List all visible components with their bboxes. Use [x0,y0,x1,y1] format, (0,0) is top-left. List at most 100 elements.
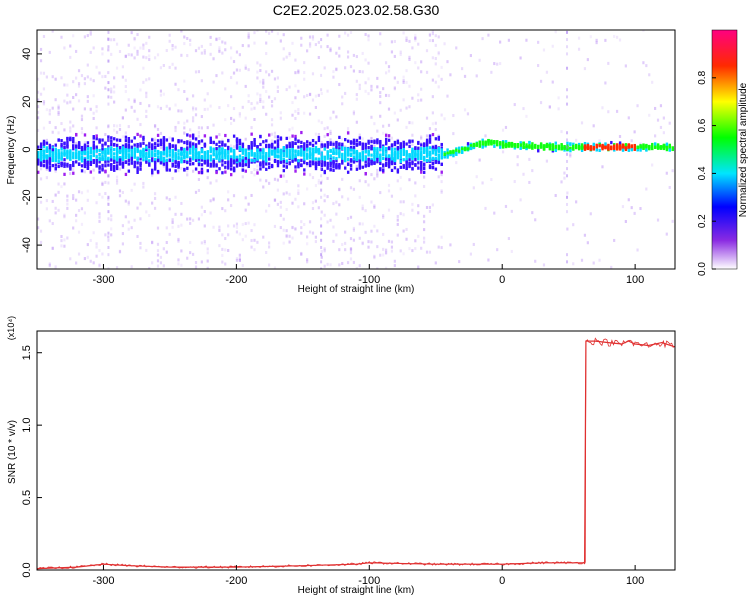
heatmap-cell [180,30,183,33]
heatmap-cell [422,184,426,188]
heatmap-cell [411,121,414,125]
heatmap-cell [268,145,271,149]
heatmap-cell [431,149,435,153]
snr-y-axis-label: SNR (10 * v/v) [7,420,18,484]
heatmap-streak-cell [566,131,569,135]
heatmap-cell [247,151,250,155]
heatmap-cell [253,173,256,177]
heatmap-cell [355,167,359,171]
heatmap-cell [124,139,128,143]
heatmap-cell [306,161,309,166]
heatmap-cell [48,50,51,54]
heatmap-cell [341,142,344,146]
heatmap-cell [361,207,364,211]
heatmap-cell [244,153,248,157]
heatmap-cell [379,154,382,158]
heatmap-cell [440,190,443,194]
heatmap-cell [434,148,438,152]
heatmap-cell [308,42,312,46]
heatmap-streak-cell [566,52,569,56]
heatmap-cell [127,169,131,173]
heatmap-cell [148,148,151,153]
heatmap-cell [127,155,131,159]
heatmap-cell [311,37,315,41]
heatmap-cell [326,166,329,170]
heatmap-cell [387,65,391,69]
heatmap-cell [308,35,312,39]
heatmap-cell [142,137,145,141]
heatmap-cell [186,54,189,58]
heatmap-cell [370,115,373,119]
heatmap-cell [402,158,405,162]
heatmap-cell [338,83,341,87]
heatmap-cell [113,128,116,132]
heatmap-cell [95,65,98,69]
heatmap-cell [113,168,116,172]
heatmap-cell [168,168,171,172]
heatmap-cell [306,140,309,144]
heatmap-cell [183,156,186,160]
heatmap-cell [390,240,394,244]
heatmap-cell [408,178,411,182]
heatmap-cell [77,230,81,234]
heatmap-cell [189,158,192,162]
heatmap-cell [186,142,189,146]
heatmap-cell [229,173,233,177]
heatmap-cell [288,155,291,160]
colorbar-tick-label: 0.8 [697,70,708,84]
heatmap-cell [197,163,201,167]
heatmap-cell [323,127,326,131]
heatmap-cell [241,163,245,168]
heatmap-cell [227,154,230,158]
heatmap-cell [80,156,84,160]
heatmap-cell [118,167,122,171]
heatmap-cell [227,151,230,155]
heatmap-cell [443,152,446,156]
heatmap-cell [107,138,110,142]
heatmap-cell [323,169,326,174]
heatmap-cell [54,163,57,167]
heatmap-cell [98,264,101,268]
heatmap-cell [77,145,81,150]
heatmap-cell [253,137,256,142]
heatmap-cell [560,180,563,184]
heatmap-cell [346,153,350,157]
heatmap-cell [329,218,332,222]
heatmap-cell [367,240,370,244]
heatmap-cell [408,162,411,166]
heatmap-cell [104,139,107,143]
heatmap-cell [507,38,510,42]
heatmap-cell [420,98,423,102]
heatmap-cell [130,139,133,143]
heatmap-cell [165,250,168,254]
heatmap-cell [393,55,396,59]
heatmap-cell [265,30,268,33]
heatmap-cell [651,145,654,150]
heatmap-cell [300,153,303,157]
heatmap-cell [203,159,207,164]
heatmap-cell [598,139,601,143]
heatmap-cell [414,152,417,156]
heatmap-cell [566,227,569,231]
heatmap-cell [610,265,613,269]
heatmap-cell [218,46,221,50]
heatmap-cell [662,146,666,151]
heatmap-cell [437,85,440,89]
heatmap-cell [186,154,189,158]
heatmap-cell [396,147,400,151]
heatmap-cell [177,224,180,228]
heatmap-cell [86,150,90,154]
heatmap-cell [627,148,631,152]
heatmap-cell [171,144,174,148]
heatmap-cell [572,142,575,146]
heatmap-cell [101,47,104,51]
heatmap-cell [72,147,75,151]
heatmap-cell [200,148,204,152]
heatmap-cell [235,257,239,261]
heatmap-cell [294,84,297,88]
heatmap-cell [37,90,40,94]
heatmap-cell [501,145,505,149]
heatmap-cell [615,143,619,147]
heatmap-cell [186,97,189,101]
heatmap-cell [393,161,397,166]
